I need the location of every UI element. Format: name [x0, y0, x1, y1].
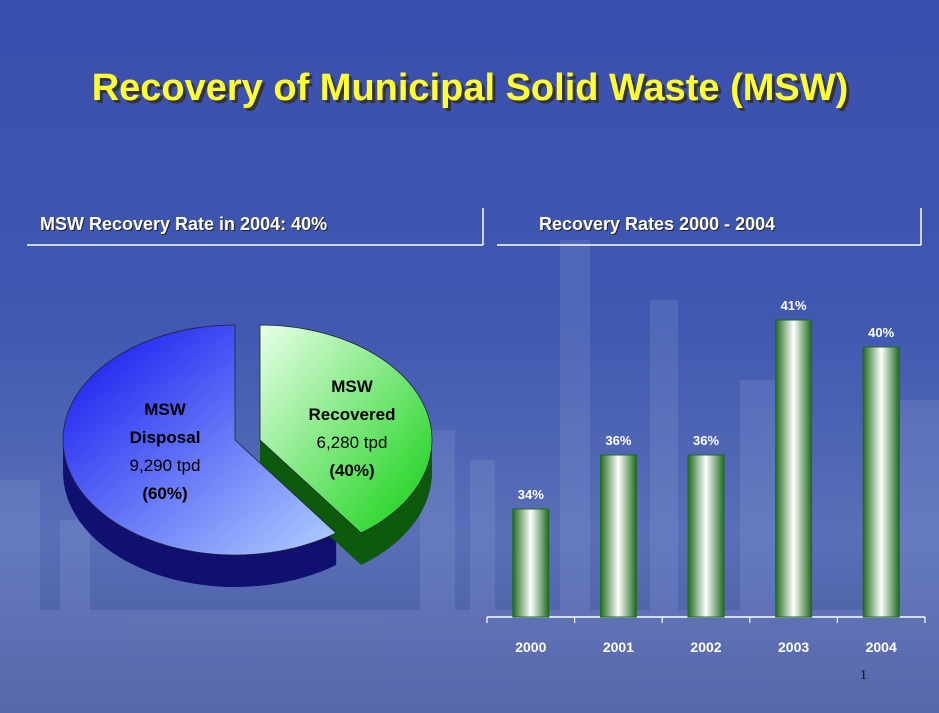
slice-category: MSW Disposal — [115, 396, 215, 452]
bar-value-label: 41% — [781, 298, 807, 313]
slide-title: Recovery of Municipal Solid Waste (MSW) — [90, 58, 850, 118]
x-tick-label: 2003 — [778, 639, 809, 655]
slice-percent: (40%) — [297, 457, 407, 485]
slice-category: MSW Recovered — [297, 373, 407, 429]
bar-value-label: 40% — [868, 325, 894, 340]
slide: 34% 2000 36% 2001 36% 2002 41% 2003 40% 2004 Reco… — [0, 0, 939, 713]
bar — [863, 347, 899, 617]
bar — [776, 320, 812, 617]
slice-amount: 9,290 tpd — [115, 452, 215, 480]
bar-value-label: 34% — [518, 487, 544, 502]
x-tick-label: 2002 — [690, 639, 721, 655]
bar — [513, 509, 549, 617]
pie-title: MSW Recovery Rate in 2004: 40% — [40, 214, 327, 235]
x-tick-label: 2001 — [603, 639, 634, 655]
bar — [688, 455, 724, 617]
bar-value-label: 36% — [693, 433, 719, 448]
x-tick-label: 2004 — [866, 639, 897, 655]
bar — [600, 455, 636, 617]
page-number: 1 — [860, 668, 867, 684]
bar-value-label: 36% — [605, 433, 631, 448]
slice-amount: 6,280 tpd — [297, 429, 407, 457]
x-tick-label: 2000 — [515, 639, 546, 655]
slice-percent: (60%) — [115, 480, 215, 508]
bar-title: Recovery Rates 2000 - 2004 — [539, 214, 775, 235]
